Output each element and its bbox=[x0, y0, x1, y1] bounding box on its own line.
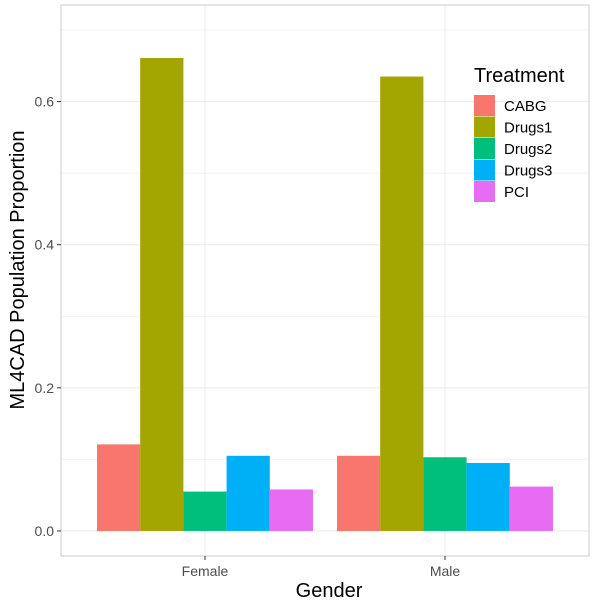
legend-item: CABG bbox=[474, 95, 547, 116]
y-tick-label: 0.6 bbox=[35, 94, 55, 110]
y-axis-title: ML4CAD Population Proportion bbox=[7, 130, 29, 409]
bar-drugs3-female bbox=[226, 455, 270, 531]
x-tick-label: Female bbox=[182, 563, 229, 579]
legend-key-swatch bbox=[474, 138, 495, 159]
legend-key-swatch bbox=[474, 95, 495, 116]
legend: Treatment CABG Drugs1 Drugs2 Drugs3 PCI bbox=[474, 65, 565, 202]
legend-key-swatch bbox=[474, 159, 495, 181]
legend-title: Treatment bbox=[474, 65, 565, 87]
panel-border bbox=[60, 4, 590, 557]
y-tick-label: 0.0 bbox=[35, 523, 55, 539]
bar-cabg-male bbox=[337, 455, 381, 531]
x-axis-title: Gender bbox=[296, 580, 363, 602]
legend-label: PCI bbox=[504, 184, 529, 201]
legend-item: Drugs1 bbox=[474, 116, 552, 138]
y-tick-label: 0.4 bbox=[35, 237, 55, 253]
legend-label: CABG bbox=[504, 98, 547, 115]
legend-items: CABG Drugs1 Drugs2 Drugs3 PCI bbox=[474, 95, 552, 202]
y-tick-label: 0.2 bbox=[35, 380, 55, 396]
bar-cabg-female bbox=[97, 444, 141, 531]
legend-key-swatch bbox=[474, 181, 495, 202]
legend-item: Drugs2 bbox=[474, 138, 552, 159]
x-tick-label: Male bbox=[430, 563, 461, 579]
legend-key-swatch bbox=[474, 116, 495, 138]
bar-pci-female bbox=[269, 489, 313, 531]
bar-drugs1-male bbox=[380, 76, 424, 531]
x-axis-ticks: Female Male bbox=[182, 556, 461, 579]
bar-pci-male bbox=[509, 486, 553, 531]
bar-drugs3-male bbox=[466, 462, 510, 531]
bars bbox=[97, 57, 553, 531]
legend-label: Drugs3 bbox=[504, 163, 552, 180]
bar-drugs2-female bbox=[183, 491, 227, 531]
y-axis-ticks: 0.0 0.2 0.4 0.6 bbox=[35, 94, 61, 539]
bar-drugs1-female bbox=[140, 57, 184, 531]
legend-label: Drugs1 bbox=[504, 120, 552, 137]
legend-item: Drugs3 bbox=[474, 159, 552, 181]
legend-label: Drugs2 bbox=[504, 141, 552, 158]
legend-item: PCI bbox=[474, 181, 529, 202]
bar-drugs2-male bbox=[423, 457, 467, 531]
